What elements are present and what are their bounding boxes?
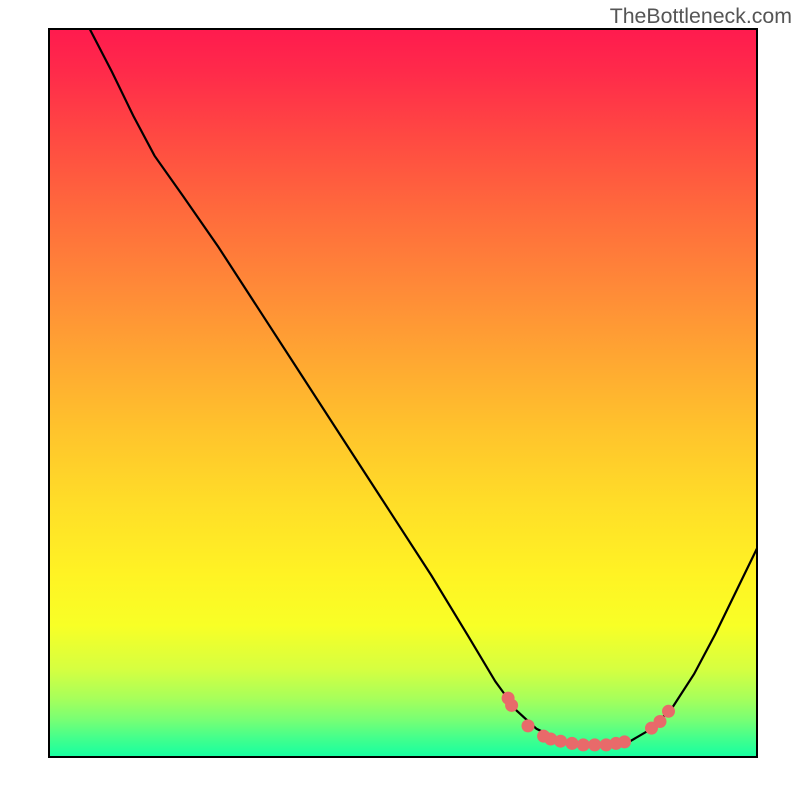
cluster-dot <box>663 705 675 717</box>
curve-layer <box>48 28 758 758</box>
bottleneck-curve <box>89 28 758 745</box>
plot-area <box>48 28 758 758</box>
cluster-dot <box>566 737 578 749</box>
cluster-dot <box>555 735 567 747</box>
curve-group <box>89 28 758 745</box>
cluster-dot <box>619 736 631 748</box>
cluster-dot <box>589 739 601 751</box>
cluster-dot <box>654 716 666 728</box>
cluster-dot <box>577 739 589 751</box>
chart-frame: TheBottleneck.com <box>0 0 800 800</box>
dot-cluster-group <box>502 692 674 751</box>
watermark-text: TheBottleneck.com <box>610 4 792 29</box>
cluster-dot <box>506 699 518 711</box>
cluster-dot <box>522 720 534 732</box>
